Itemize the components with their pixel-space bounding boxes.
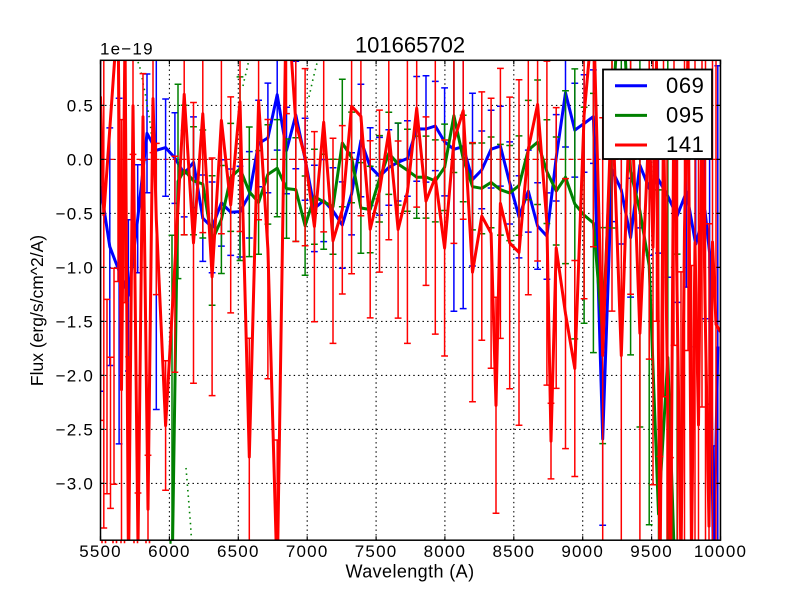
svg-text:Flux (erg/s/cm^2/A): Flux (erg/s/cm^2/A)	[27, 235, 47, 386]
svg-text:−1.5: −1.5	[56, 312, 94, 331]
svg-text:141: 141	[666, 132, 705, 157]
svg-text:6000: 6000	[148, 542, 191, 561]
svg-text:10000: 10000	[694, 542, 747, 561]
svg-text:9500: 9500	[630, 542, 673, 561]
svg-text:6500: 6500	[217, 542, 260, 561]
svg-text:8500: 8500	[492, 542, 535, 561]
svg-text:0.0: 0.0	[67, 150, 94, 169]
svg-text:7000: 7000	[286, 542, 329, 561]
svg-text:−1.0: −1.0	[56, 258, 94, 277]
svg-text:101665702: 101665702	[355, 33, 465, 58]
svg-text:8000: 8000	[424, 542, 467, 561]
svg-text:0.5: 0.5	[67, 96, 94, 115]
svg-text:095: 095	[666, 102, 705, 127]
svg-text:9000: 9000	[561, 542, 604, 561]
svg-text:−3.0: −3.0	[56, 474, 94, 493]
svg-text:7500: 7500	[355, 542, 398, 561]
svg-text:−2.5: −2.5	[56, 420, 94, 439]
svg-text:5500: 5500	[79, 542, 122, 561]
svg-text:Wavelength (A): Wavelength (A)	[346, 562, 475, 582]
svg-text:1e−19: 1e−19	[100, 40, 154, 59]
svg-text:069: 069	[666, 73, 705, 98]
svg-text:−0.5: −0.5	[56, 204, 94, 223]
svg-text:−2.0: −2.0	[56, 366, 94, 385]
